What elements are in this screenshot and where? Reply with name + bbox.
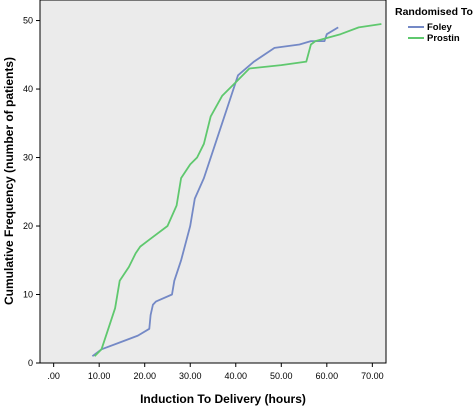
x-axis-title: Induction To Delivery (hours) bbox=[140, 392, 306, 406]
series-line-prostin bbox=[93, 23, 382, 357]
y-axis: 0 10 20 30 40 50 bbox=[23, 16, 40, 368]
y-tick-label: 0 bbox=[28, 358, 33, 368]
y-tick-label: 30 bbox=[23, 153, 33, 163]
plot-lines bbox=[91, 23, 382, 357]
x-tick-label: 30.00 bbox=[179, 371, 202, 381]
legend-label-foley: Foley bbox=[427, 22, 453, 33]
x-tick-label: 70.00 bbox=[361, 371, 384, 381]
y-tick-label: 20 bbox=[23, 221, 33, 231]
plot-area bbox=[39, 0, 387, 364]
x-tick-label: 60.00 bbox=[316, 371, 339, 381]
legend-title: Randomised To bbox=[395, 6, 473, 18]
x-axis: .00 10.00 20.00 30.00 40.00 50.00 60.00 70.00 bbox=[47, 363, 384, 381]
y-tick-label: 10 bbox=[23, 290, 33, 300]
x-tick-label: 50.00 bbox=[270, 371, 293, 381]
legend-label-prostin: Prostin bbox=[427, 33, 460, 44]
x-tick-label: 10.00 bbox=[88, 371, 111, 381]
y-tick-label: 50 bbox=[23, 16, 33, 26]
y-axis-title: Cumulative Frequency (number of patients… bbox=[2, 57, 16, 305]
x-tick-label: 20.00 bbox=[133, 371, 156, 381]
x-tick-label: 40.00 bbox=[224, 371, 247, 381]
x-tick-label: .00 bbox=[47, 371, 60, 381]
series-line-foley bbox=[91, 26, 339, 357]
y-tick-label: 40 bbox=[23, 84, 33, 94]
